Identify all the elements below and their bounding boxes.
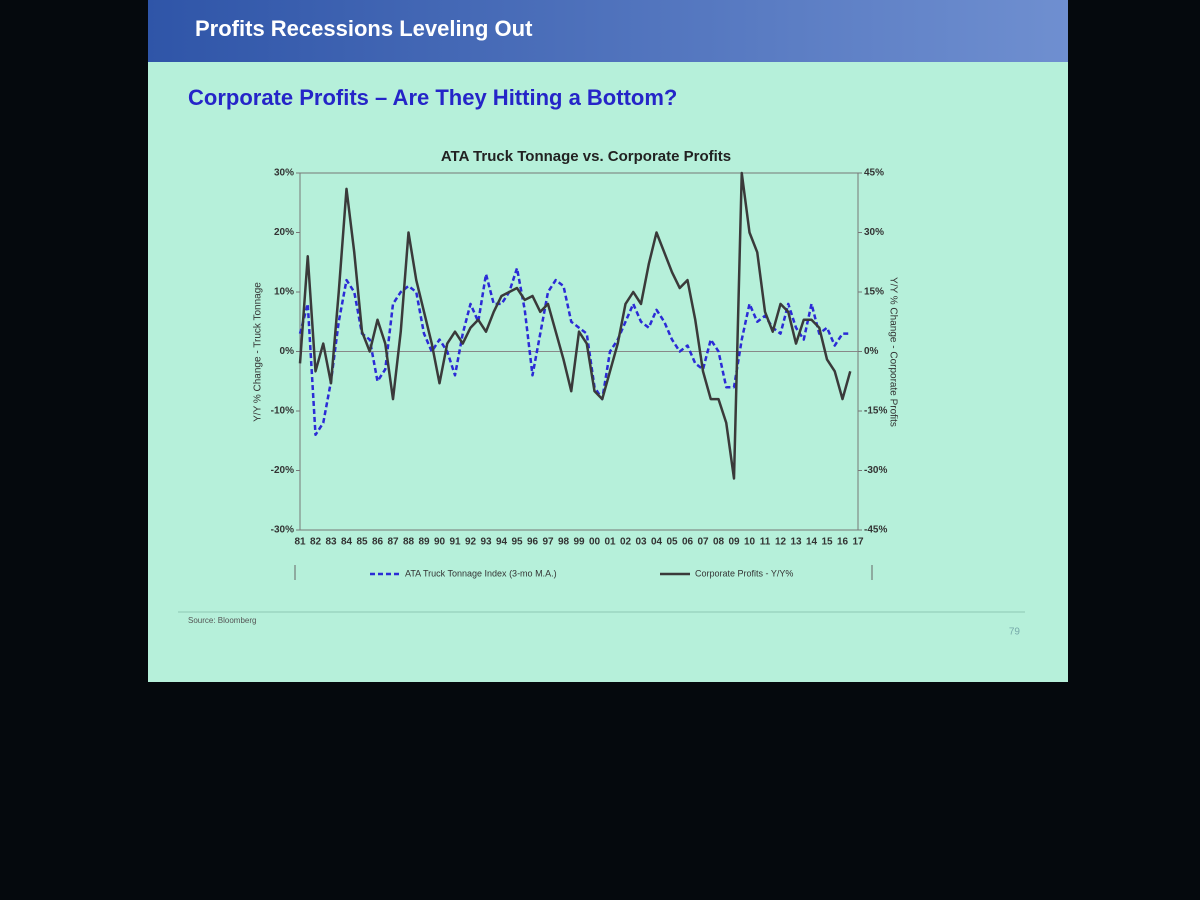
x-tick-label: 95 [511, 537, 523, 548]
x-tick-label: 08 [713, 537, 725, 548]
series-line [298, 171, 852, 480]
x-tick-label: 14 [806, 537, 818, 548]
x-tick-label: 81 [294, 537, 306, 548]
x-tick-label: 02 [620, 537, 632, 548]
y-tick-label: 30% [274, 168, 294, 179]
y2-tick-label: 0% [864, 346, 879, 357]
y2-tick-label: 45% [864, 168, 884, 179]
x-tick-label: 04 [651, 537, 663, 548]
x-tick-label: 93 [480, 537, 492, 548]
y-tick-label: 10% [274, 287, 294, 298]
y2-tick-label: -30% [864, 465, 887, 476]
x-tick-label: 92 [465, 537, 477, 548]
x-tick-label: 05 [666, 537, 678, 548]
slide-header [148, 0, 1068, 62]
x-tick-label: 89 [418, 537, 430, 548]
y-tick-label: 20% [274, 227, 294, 238]
y2-axis-label: Y/Y % Change - Corporate Profits [887, 277, 898, 427]
x-tick-label: 83 [325, 537, 337, 548]
y2-tick-label: 30% [864, 227, 884, 238]
plot: -30% -20% -10% 0% 10% 20% 30% -45% -30% -15% 0% 15%… [271, 168, 888, 579]
x-tick-label: 85 [356, 537, 368, 548]
x-tick-label: 97 [542, 537, 554, 548]
y2-tick-label: 15% [864, 287, 884, 298]
x-tick-label: 07 [697, 537, 709, 548]
x-tick-label: 10 [744, 537, 756, 548]
x-tick-label: 03 [635, 537, 647, 548]
slide-subtitle: Corporate Profits – Are They Hitting a B… [188, 85, 677, 110]
y-axis-label: Y/Y % Change - Truck Tonnage [253, 282, 264, 422]
slide-title: Profits Recessions Leveling Out [195, 16, 533, 41]
x-tick-label: 15 [821, 537, 833, 548]
x-tick-label: 94 [496, 537, 508, 548]
x-tick-label: 87 [387, 537, 399, 548]
y-tick-label: -10% [271, 406, 294, 417]
x-tick-label: 84 [341, 537, 353, 548]
x-tick-label: 01 [604, 537, 616, 548]
y2-tick-label: -45% [864, 525, 887, 536]
x-tick-label: 86 [372, 537, 384, 548]
x-tick-label: 09 [728, 537, 740, 548]
y-tick-label: 0% [280, 346, 295, 357]
x-tick-label: 13 [790, 537, 802, 548]
chart-title: ATA Truck Tonnage vs. Corporate Profits [441, 148, 731, 165]
x-tick-label: 11 [760, 537, 771, 548]
x-tick-label: 88 [403, 537, 415, 548]
x-tick-label: 91 [449, 537, 461, 548]
legend-label: ATA Truck Tonnage Index (3-mo M.A.) [405, 568, 557, 578]
x-tick-label: 06 [682, 537, 694, 548]
series-line [298, 266, 851, 437]
x-tick-label: 82 [310, 537, 322, 548]
y2-tick-label: -15% [864, 406, 887, 417]
x-tick-label: 96 [527, 537, 539, 548]
page-number: 79 [1009, 627, 1021, 638]
y-tick-label: -30% [271, 525, 294, 536]
x-tick-label: 00 [589, 537, 601, 548]
legend-label: Corporate Profits - Y/Y% [695, 568, 793, 578]
x-tick-label: 99 [573, 537, 585, 548]
x-tick-label: 90 [434, 537, 446, 548]
x-tick-label: 98 [558, 537, 570, 548]
y-tick-label: -20% [271, 465, 294, 476]
x-tick-label: 17 [852, 537, 864, 548]
x-tick-label: 12 [775, 537, 787, 548]
x-tick-label: 16 [837, 537, 849, 548]
source: Source: Bloomberg [188, 616, 256, 625]
